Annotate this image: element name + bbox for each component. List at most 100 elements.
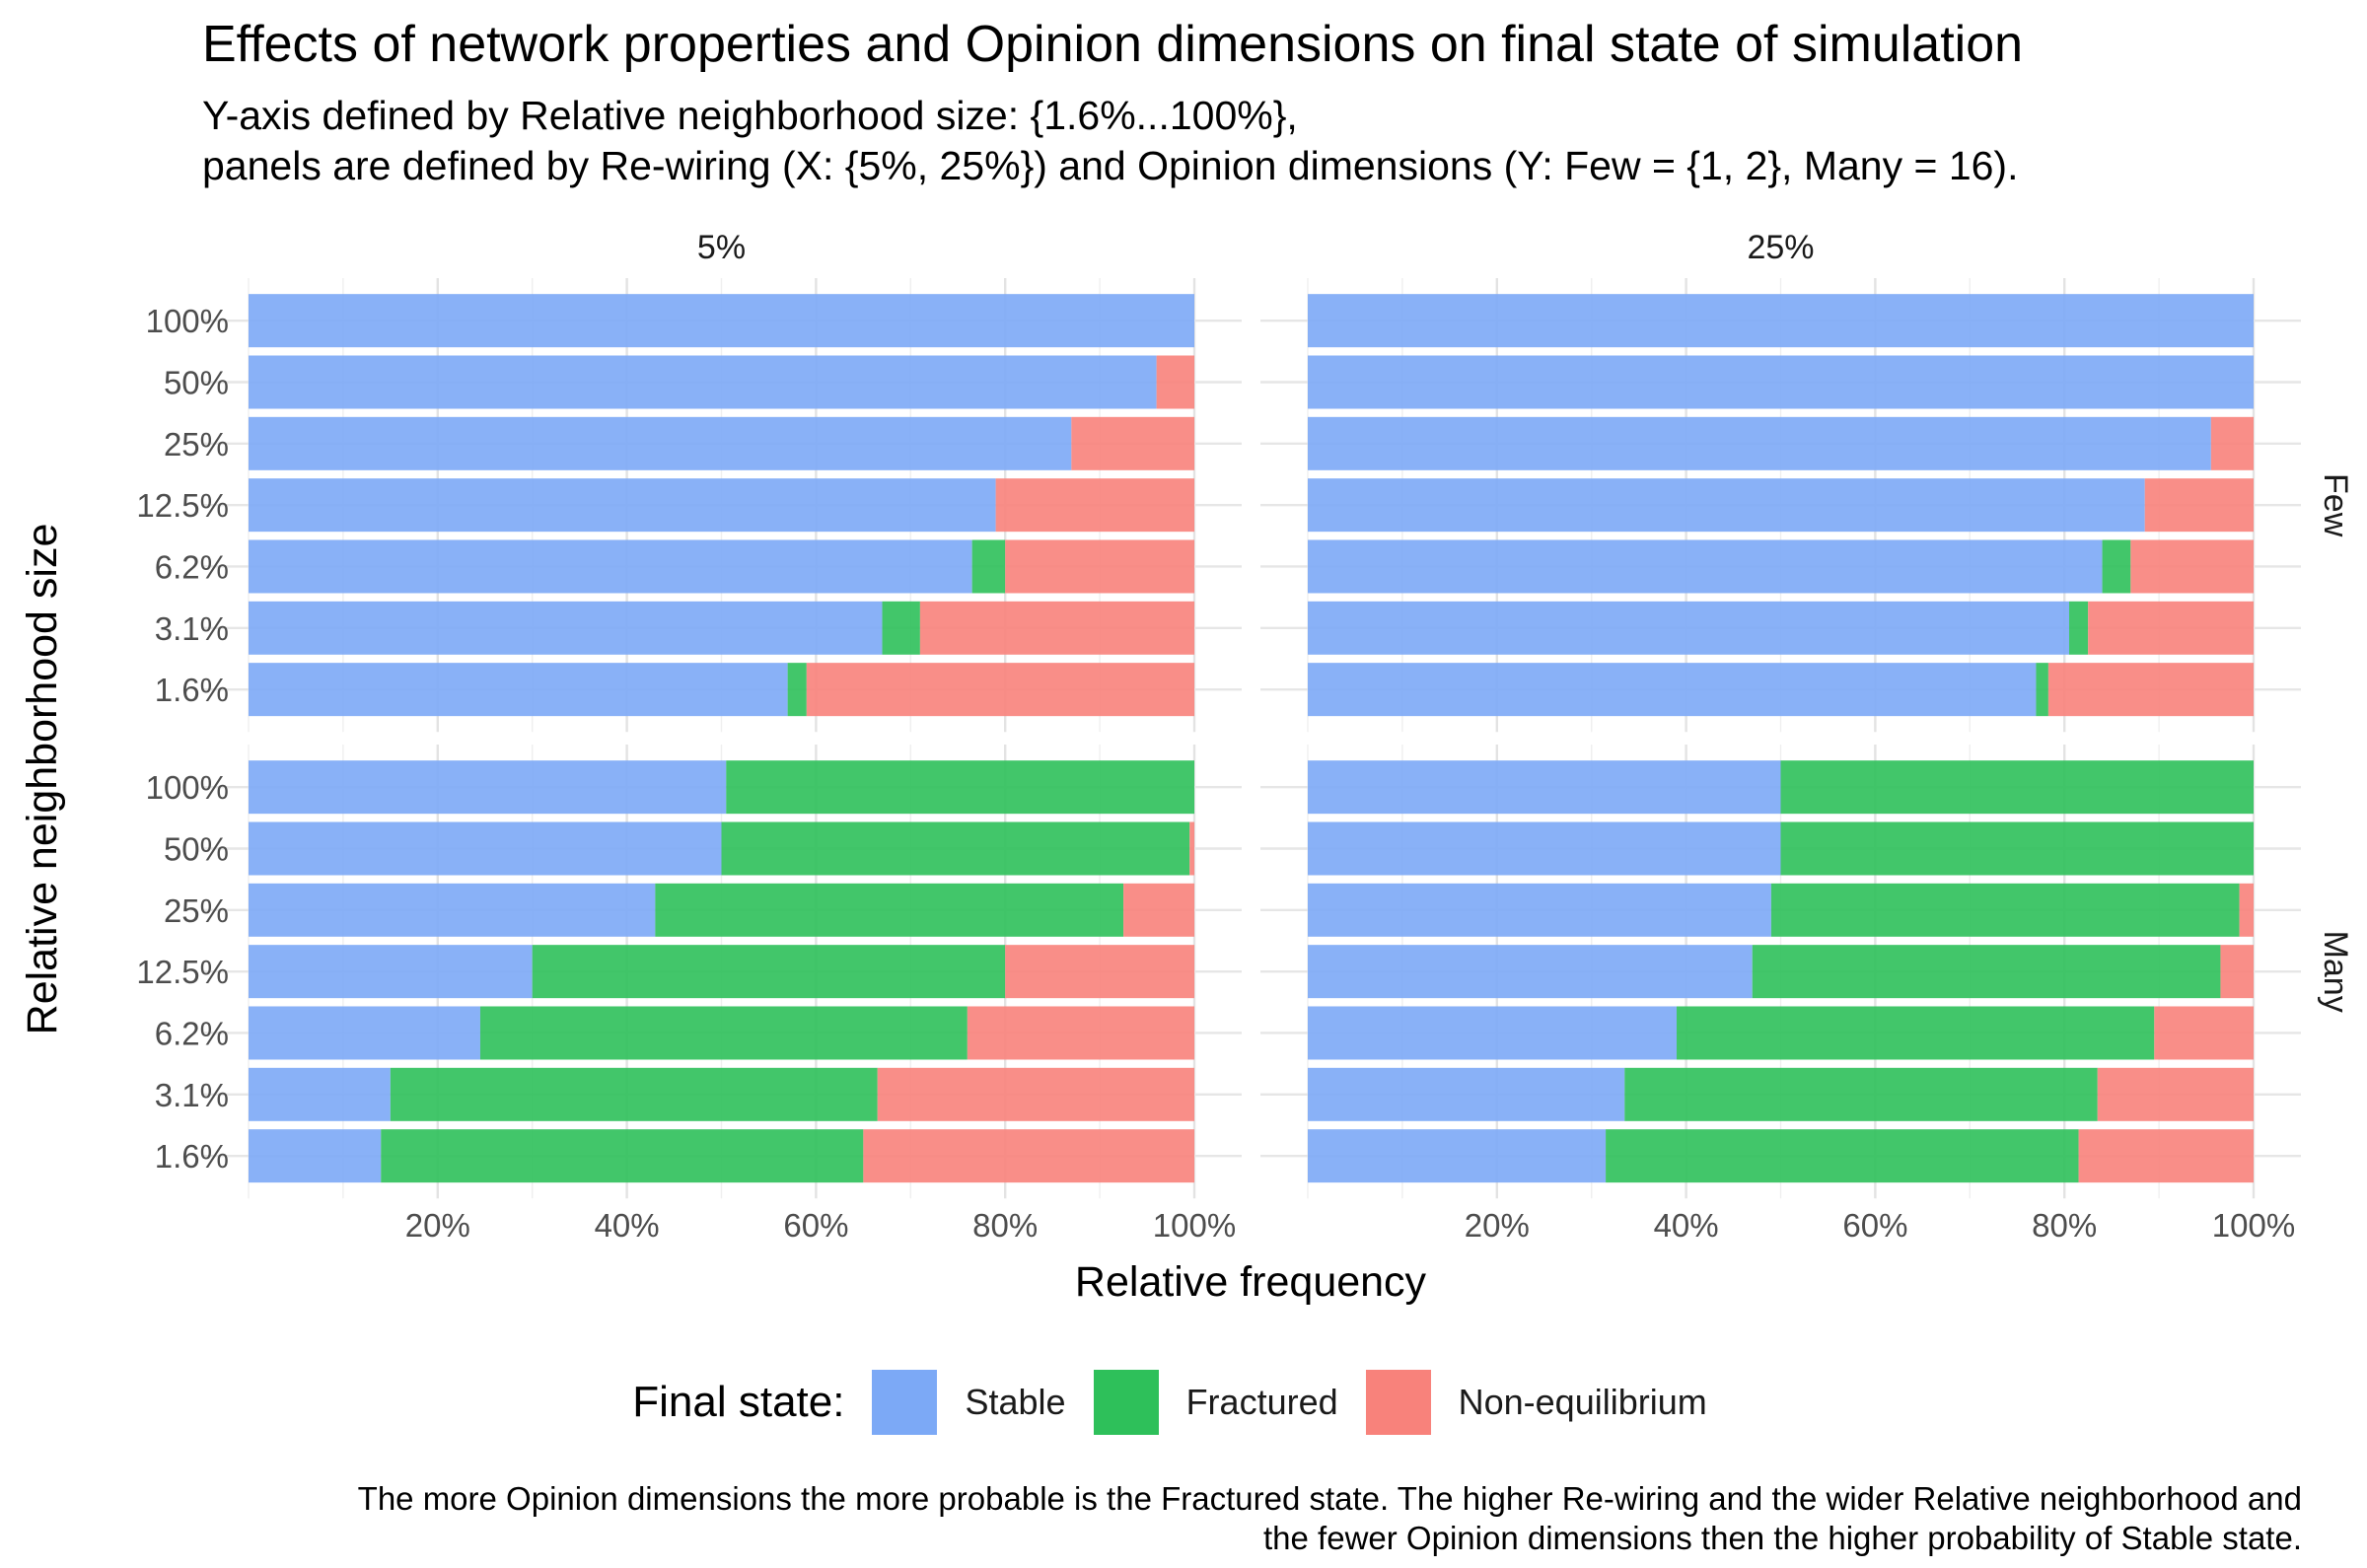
bar-stable-col1-row1-100% xyxy=(249,294,1194,348)
bar-non-equilibrium-col2-row2-6.2% xyxy=(2154,1006,2254,1060)
legend-item-non-equilibrium: Non-equilibrium xyxy=(1365,1370,1707,1435)
legend: Final state: Stable Fractured Non-equili… xyxy=(0,1363,2367,1442)
x-tick-label-col2-80: 80% xyxy=(2032,1207,2097,1244)
y-tick-label-2-5: 3.1% xyxy=(155,1077,229,1113)
facet-label-row-many: Many xyxy=(2317,931,2354,1013)
bar-non-equilibrium-col2-row2-3.1% xyxy=(2097,1067,2254,1121)
bar-non-equilibrium-col2-row1-1.6% xyxy=(2047,663,2254,717)
x-tick-label-col1-60: 60% xyxy=(783,1207,848,1244)
legend-label-non-equilibrium: Non-equilibrium xyxy=(1458,1382,1707,1422)
bar-fractured-col2-row1-6.2% xyxy=(2102,539,2131,594)
bar-fractured-col1-row2-3.1% xyxy=(390,1067,878,1121)
x-tick-label-col1-40: 40% xyxy=(595,1207,660,1244)
bar-non-equilibrium-col2-row1-6.2% xyxy=(2130,539,2254,594)
bar-fractured-col2-row2-12.5% xyxy=(1752,945,2221,999)
y-tick-label-2-2: 25% xyxy=(164,892,229,929)
y-tick-label-1-1: 50% xyxy=(164,364,229,400)
bar-non-equilibrium-col1-row1-25% xyxy=(1071,416,1194,470)
bar-non-equilibrium-col1-row2-1.6% xyxy=(863,1129,1194,1183)
bar-stable-col2-row2-6.2% xyxy=(1308,1006,1678,1060)
facet-label-col-1: 5% xyxy=(697,229,746,266)
bar-non-equilibrium-col2-row1-12.5% xyxy=(2144,478,2254,533)
bar-fractured-col1-row1-1.6% xyxy=(787,663,807,717)
bar-stable-col1-row1-25% xyxy=(249,416,1072,470)
bar-stable-col2-row2-100% xyxy=(1308,760,1781,815)
bar-fractured-col2-row1-3.1% xyxy=(2068,601,2089,655)
bar-stable-col2-row1-1.6% xyxy=(1308,663,2037,717)
y-tick-label-1-5: 3.1% xyxy=(155,610,229,647)
bar-fractured-col2-row2-6.2% xyxy=(1677,1006,2155,1060)
legend-title: Final state: xyxy=(632,1378,845,1426)
bar-stable-col1-row1-3.1% xyxy=(249,601,883,655)
bar-non-equilibrium-col1-row2-6.2% xyxy=(967,1006,1194,1060)
bar-stable-col1-row2-100% xyxy=(249,760,727,815)
x-tick-label-col2-20: 20% xyxy=(1465,1207,1530,1244)
bar-fractured-col1-row2-25% xyxy=(655,883,1124,937)
bar-stable-col1-row2-50% xyxy=(249,821,722,876)
bar-stable-col2-row1-100% xyxy=(1308,294,2254,348)
bar-non-equilibrium-col2-row1-3.1% xyxy=(2088,601,2254,655)
bar-non-equilibrium-col1-row2-25% xyxy=(1123,883,1194,937)
x-tick-label-col1-20: 20% xyxy=(405,1207,470,1244)
bar-stable-col1-row1-1.6% xyxy=(249,663,788,717)
bar-non-equilibrium-col1-row1-6.2% xyxy=(1005,539,1194,594)
bar-non-equilibrium-col1-row1-3.1% xyxy=(919,601,1194,655)
bar-stable-col2-row1-50% xyxy=(1308,355,2254,409)
bar-stable-col1-row2-1.6% xyxy=(249,1129,382,1183)
x-tick-label-col2-40: 40% xyxy=(1654,1207,1719,1244)
bar-stable-col1-row1-6.2% xyxy=(249,539,972,594)
bar-non-equilibrium-col2-row1-25% xyxy=(2210,416,2254,470)
y-axis-title: Relative neighborhood size xyxy=(19,524,66,1035)
facet-label-row-few: Few xyxy=(2317,473,2354,537)
bar-fractured-col1-row1-3.1% xyxy=(882,601,920,655)
bar-stable-col1-row2-6.2% xyxy=(249,1006,480,1060)
bar-non-equilibrium-col1-row2-50% xyxy=(1189,821,1194,876)
legend-item-stable: Stable xyxy=(872,1370,1066,1435)
legend-swatch-fractured xyxy=(1093,1370,1159,1435)
bar-stable-col1-row2-25% xyxy=(249,883,656,937)
y-tick-label-1-3: 12.5% xyxy=(136,487,229,524)
legend-swatch-stable xyxy=(872,1370,938,1435)
bar-fractured-col1-row1-6.2% xyxy=(971,539,1006,594)
bar-stable-col2-row1-6.2% xyxy=(1308,539,2103,594)
x-axis-title: Relative frequency xyxy=(1075,1258,1427,1306)
bar-non-equilibrium-col2-row2-25% xyxy=(2239,883,2254,937)
y-tick-label-1-0: 100% xyxy=(146,303,229,339)
bar-fractured-col1-row2-6.2% xyxy=(479,1006,968,1060)
bar-stable-col2-row2-12.5% xyxy=(1308,945,1753,999)
bar-non-equilibrium-col1-row1-12.5% xyxy=(995,478,1194,533)
bar-stable-col2-row1-3.1% xyxy=(1308,601,2069,655)
bar-fractured-col2-row2-1.6% xyxy=(1606,1129,2079,1183)
bar-stable-col2-row2-50% xyxy=(1308,821,1781,876)
bar-fractured-col2-row2-3.1% xyxy=(1624,1067,2098,1121)
y-tick-label-2-0: 100% xyxy=(146,769,229,806)
y-tick-label-1-4: 6.2% xyxy=(155,548,229,585)
x-tick-label-col2-100: 100% xyxy=(2212,1207,2295,1244)
legend-item-fractured: Fractured xyxy=(1093,1370,1338,1435)
caption-line-2: the fewer Opinion dimensions then the hi… xyxy=(1263,1520,2302,1556)
caption-line-1: The more Opinion dimensions the more pro… xyxy=(357,1480,2302,1517)
y-tick-label-2-1: 50% xyxy=(164,830,229,867)
facet-label-col-2: 25% xyxy=(1747,229,1814,266)
bar-fractured-col1-row2-1.6% xyxy=(381,1129,864,1183)
bar-fractured-col2-row2-25% xyxy=(1770,883,2240,937)
bar-stable-col1-row1-12.5% xyxy=(249,478,996,533)
bar-non-equilibrium-col1-row2-12.5% xyxy=(1005,945,1194,999)
bar-stable-col2-row2-3.1% xyxy=(1308,1067,1625,1121)
legend-label-fractured: Fractured xyxy=(1185,1382,1338,1422)
bar-non-equilibrium-col2-row2-1.6% xyxy=(2078,1129,2254,1183)
chart-caption: The more Opinion dimensions the more pro… xyxy=(358,1479,2302,1558)
legend-swatch-non-equilibrium xyxy=(1365,1370,1431,1435)
y-tick-label-1-2: 25% xyxy=(164,426,229,463)
bar-fractured-col2-row2-100% xyxy=(1780,760,2254,815)
bar-stable-col1-row1-50% xyxy=(249,355,1157,409)
bar-fractured-col1-row2-50% xyxy=(721,821,1190,876)
bar-stable-col1-row2-3.1% xyxy=(249,1067,391,1121)
bar-stable-col2-row2-1.6% xyxy=(1308,1129,1607,1183)
subtitle-line-2: panels are defined by Re-wiring (X: {5%,… xyxy=(202,143,2019,188)
chart-title: Effects of network properties and Opinio… xyxy=(202,16,2024,73)
bar-non-equilibrium-col1-row2-3.1% xyxy=(877,1067,1194,1121)
chart-subtitle: Y-axis defined by Relative neighborhood … xyxy=(202,91,2018,191)
bar-fractured-col1-row2-12.5% xyxy=(532,945,1006,999)
x-tick-label-col1-80: 80% xyxy=(972,1207,1038,1244)
